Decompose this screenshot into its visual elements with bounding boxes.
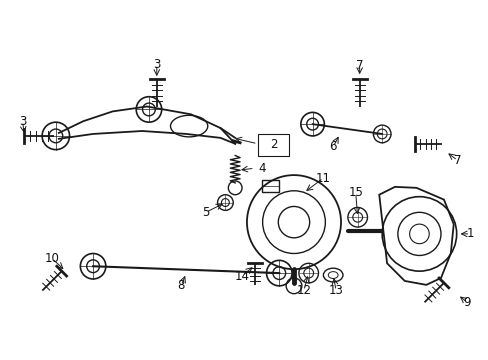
Text: 7: 7 xyxy=(355,59,363,72)
Text: 10: 10 xyxy=(44,252,59,265)
Text: 9: 9 xyxy=(463,296,470,309)
Bar xyxy=(261,180,279,192)
Text: 12: 12 xyxy=(296,284,311,297)
Text: 4: 4 xyxy=(257,162,265,175)
Text: 1: 1 xyxy=(466,228,473,240)
Text: 3: 3 xyxy=(153,58,160,71)
Text: 7: 7 xyxy=(453,154,461,167)
Text: 8: 8 xyxy=(177,279,184,292)
Text: 11: 11 xyxy=(315,171,330,185)
Text: 6: 6 xyxy=(329,140,336,153)
Bar xyxy=(257,134,288,156)
Text: 2: 2 xyxy=(269,138,277,151)
Text: 3: 3 xyxy=(19,115,26,128)
Text: 13: 13 xyxy=(328,284,343,297)
Text: 15: 15 xyxy=(347,186,363,199)
Text: 14: 14 xyxy=(234,270,249,283)
Text: 5: 5 xyxy=(202,206,209,219)
